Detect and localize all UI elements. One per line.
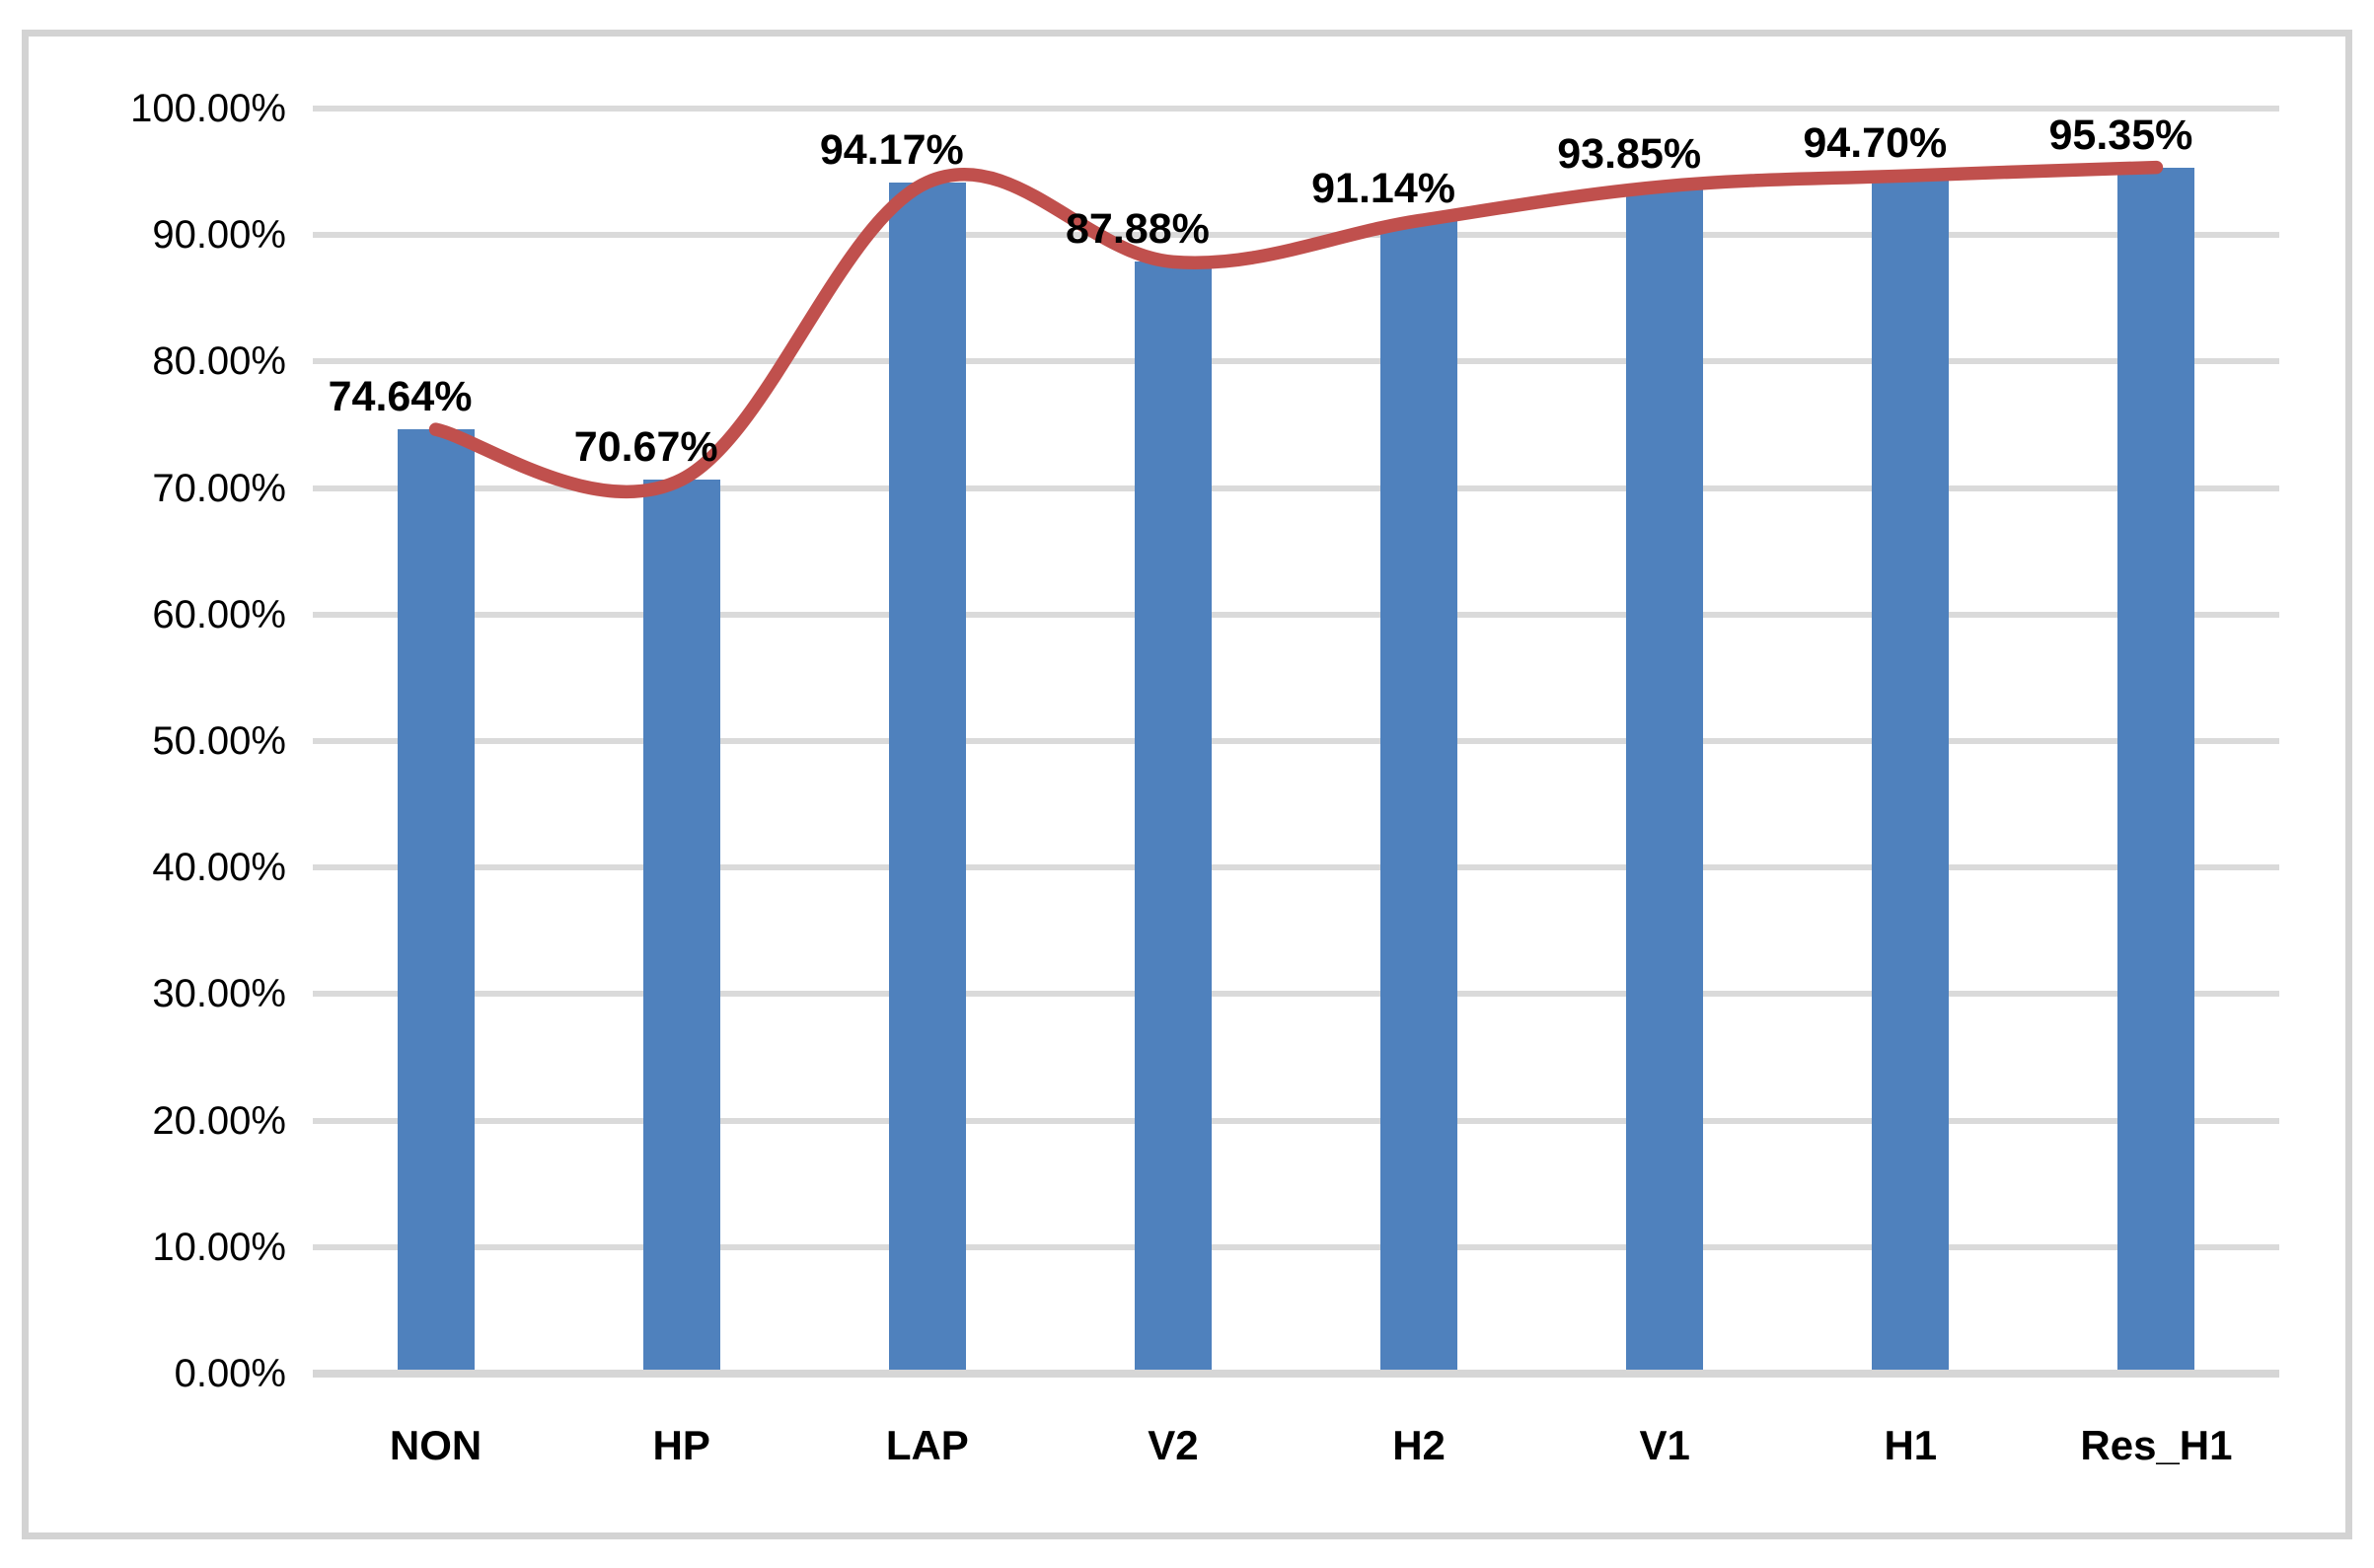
data-label-NON: 74.64% [328, 373, 473, 421]
x-axis-label-Res_H1: Res_H1 [2080, 1422, 2233, 1468]
y-axis-tick-label: 50.00% [152, 719, 286, 763]
bar-NON [397, 429, 475, 1370]
bar-V1 [1626, 186, 1704, 1370]
bar-Res_H1 [2117, 167, 2195, 1370]
bar-V2 [1134, 261, 1212, 1370]
x-axis-label-H2: H2 [1392, 1422, 1446, 1468]
y-axis-tick-label: 30.00% [152, 972, 286, 1016]
bar-LAP [888, 182, 966, 1370]
y-axis-tick-label: 10.00% [152, 1225, 286, 1269]
bar-H1 [1872, 175, 1950, 1370]
data-label-LAP: 94.17% [819, 125, 964, 174]
y-axis-tick-label: 60.00% [152, 592, 286, 636]
data-label-H2: 91.14% [1311, 164, 1455, 212]
y-axis-tick-label: 80.00% [152, 339, 286, 384]
bar-H2 [1380, 220, 1458, 1370]
y-axis-tick-label: 70.00% [152, 466, 286, 510]
data-label-HP: 70.67% [573, 423, 718, 471]
data-label-H1: 94.70% [1803, 118, 1948, 167]
y-axis-tick-label: 0.00% [174, 1352, 286, 1395]
y-axis-tick-label: 40.00% [152, 846, 286, 890]
y-axis-tick-label: 100.00% [130, 87, 286, 130]
data-label-V2: 87.88% [1066, 205, 1210, 254]
x-axis-label-HP: HP [652, 1422, 710, 1468]
x-axis-label-V1: V1 [1639, 1422, 1690, 1468]
x-axis-label-H1: H1 [1884, 1422, 1938, 1468]
bar-HP [642, 480, 720, 1370]
x-axis-label-NON: NON [389, 1422, 482, 1468]
x-axis-label-V2: V2 [1148, 1422, 1199, 1468]
data-label-V1: 93.85% [1557, 129, 1702, 178]
data-label-Res_H1: 95.35% [2048, 111, 2193, 159]
x-axis-label-LAP: LAP [885, 1422, 969, 1468]
y-axis-tick-label: 20.00% [152, 1098, 286, 1143]
y-axis-tick-label: 90.00% [152, 213, 286, 258]
